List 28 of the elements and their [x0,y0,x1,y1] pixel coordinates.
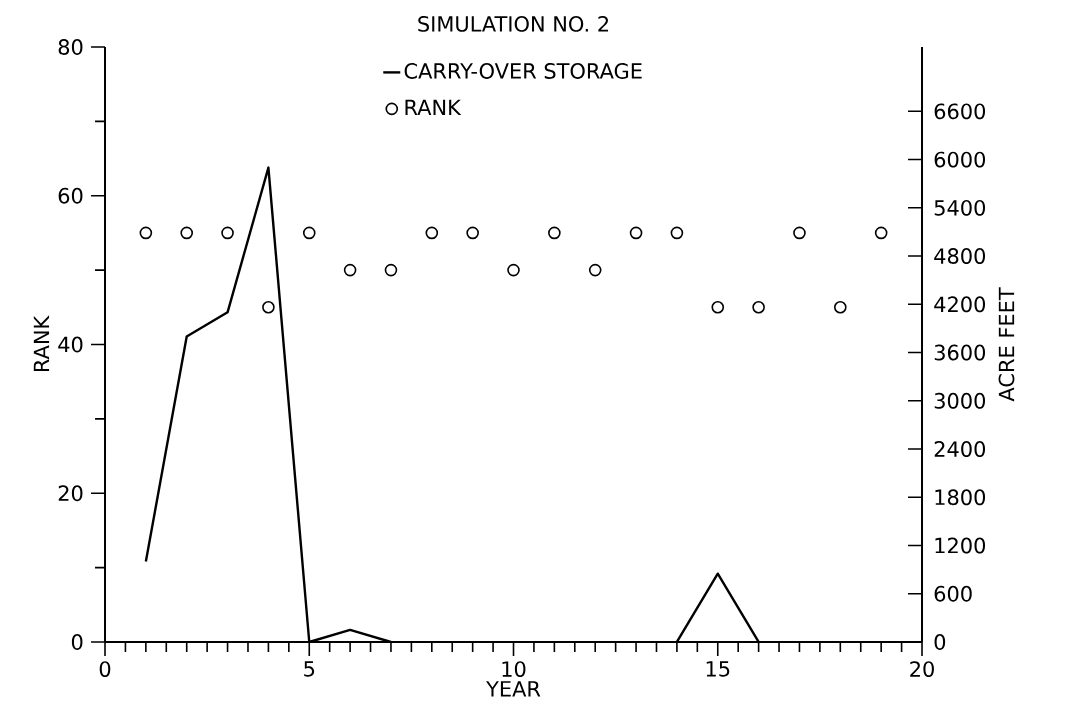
y2-tick-label: 3600 [934,344,986,361]
y-tick-label: 60 [58,187,83,204]
x-tick-label: 5 [304,661,315,677]
x-tick-label: 20 [910,661,934,677]
y2-tick-label: 5400 [934,199,986,216]
y2-tick-label: 1200 [935,537,986,554]
chart-title: SIMULATION NO. 2 [418,16,609,32]
x-tick-label: 15 [706,661,730,677]
x-tick-label: 10 [502,661,526,677]
y2-tick-label: 6600 [934,103,986,120]
y2-tick-label: 4200 [934,296,986,313]
y2-tick-label: 600 [934,585,972,602]
y2-tick-label: 4800 [934,248,986,264]
x-tick-label: 0 [99,661,111,677]
y-tick-label: 20 [58,485,83,502]
y-tick-label: 40 [58,336,83,353]
y-tick-label: 0 [71,634,83,650]
y2-tick-label: 3000 [934,392,986,409]
legend-label: CARRY-OVER STORAGE [404,63,642,79]
y2-tick-label: 2400 [934,441,986,457]
y-tick-label: 80 [58,39,83,55]
y-axis-title: RANK [33,315,50,372]
x-axis-title: YEAR [486,681,541,697]
y2-tick-label: 1800 [935,489,986,506]
legend-label: RANK [405,99,462,115]
y2-tick-label: 0 [934,634,946,650]
y2-axis-title: ACRE FEET [998,287,1015,402]
y2-tick-label: 6000 [934,151,986,168]
